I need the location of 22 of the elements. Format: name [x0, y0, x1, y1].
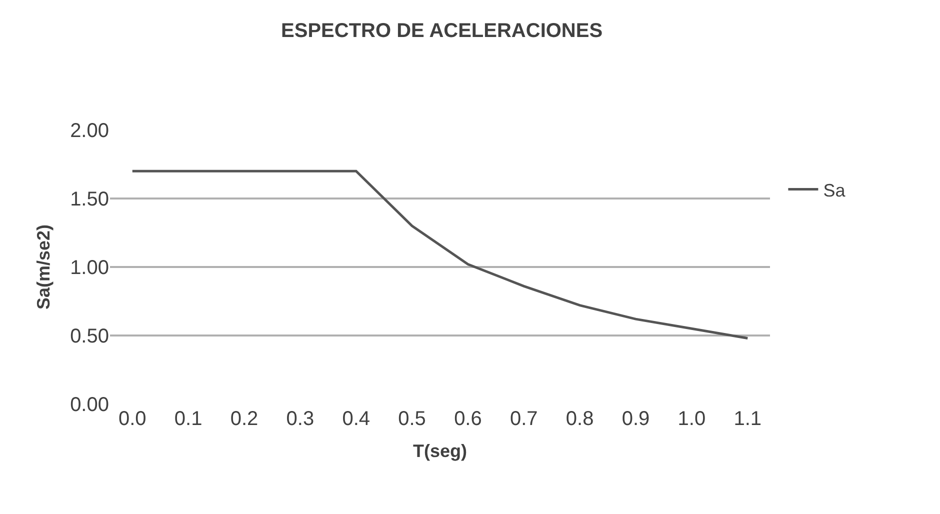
x-tick-label: 0.9 — [622, 408, 650, 430]
y-axis-title: Sa(m/se2) — [33, 224, 54, 310]
x-tick-label: 1.0 — [678, 408, 706, 430]
y-tick-label: 1.50 — [70, 188, 109, 210]
x-tick-label: 0.2 — [230, 408, 258, 430]
line-series — [131, 170, 749, 340]
x-tick-label: 0.7 — [510, 408, 538, 430]
x-tick-label: 0.3 — [286, 408, 314, 430]
y-tick-label: 1.00 — [70, 257, 109, 279]
y-tick-label: 0.50 — [70, 326, 109, 348]
y-tick-label: 2.00 — [70, 120, 109, 142]
legend-label: Sa — [823, 180, 846, 200]
y-tick-label: 0.00 — [70, 394, 109, 416]
x-tick-label: 0.4 — [342, 408, 370, 430]
x-tick-label: 0.6 — [454, 408, 482, 430]
x-axis-title: T(seg) — [413, 441, 468, 462]
x-tick-label: 0.8 — [566, 408, 594, 430]
chart-title: ESPECTRO DE ACELERACIONES — [281, 20, 603, 42]
x-tick-label: 0.5 — [398, 408, 426, 430]
x-tick-label: 0.1 — [174, 408, 202, 430]
x-tick-label: 1.1 — [734, 408, 762, 430]
x-tick-label: 0.0 — [118, 408, 146, 430]
